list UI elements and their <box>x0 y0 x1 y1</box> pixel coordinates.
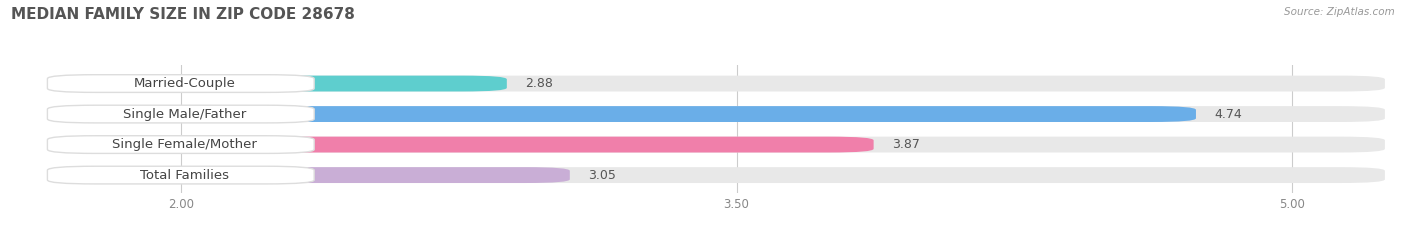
Text: Married-Couple: Married-Couple <box>134 77 235 90</box>
FancyBboxPatch shape <box>51 137 873 153</box>
FancyBboxPatch shape <box>48 166 314 184</box>
Text: 4.74: 4.74 <box>1215 108 1243 120</box>
Text: Source: ZipAtlas.com: Source: ZipAtlas.com <box>1284 7 1395 17</box>
FancyBboxPatch shape <box>51 76 506 92</box>
FancyBboxPatch shape <box>51 76 1385 92</box>
Text: 3.05: 3.05 <box>588 169 616 182</box>
FancyBboxPatch shape <box>48 105 314 123</box>
Text: Single Male/Father: Single Male/Father <box>122 108 246 120</box>
FancyBboxPatch shape <box>51 106 1385 122</box>
Text: 2.88: 2.88 <box>526 77 553 90</box>
FancyBboxPatch shape <box>51 106 1197 122</box>
FancyBboxPatch shape <box>48 136 314 153</box>
FancyBboxPatch shape <box>51 167 569 183</box>
FancyBboxPatch shape <box>48 75 314 93</box>
Text: Single Female/Mother: Single Female/Mother <box>112 138 257 151</box>
FancyBboxPatch shape <box>51 167 1385 183</box>
Text: MEDIAN FAMILY SIZE IN ZIP CODE 28678: MEDIAN FAMILY SIZE IN ZIP CODE 28678 <box>11 7 356 22</box>
Text: 3.87: 3.87 <box>893 138 920 151</box>
FancyBboxPatch shape <box>51 137 1385 153</box>
Text: Total Families: Total Families <box>141 169 229 182</box>
